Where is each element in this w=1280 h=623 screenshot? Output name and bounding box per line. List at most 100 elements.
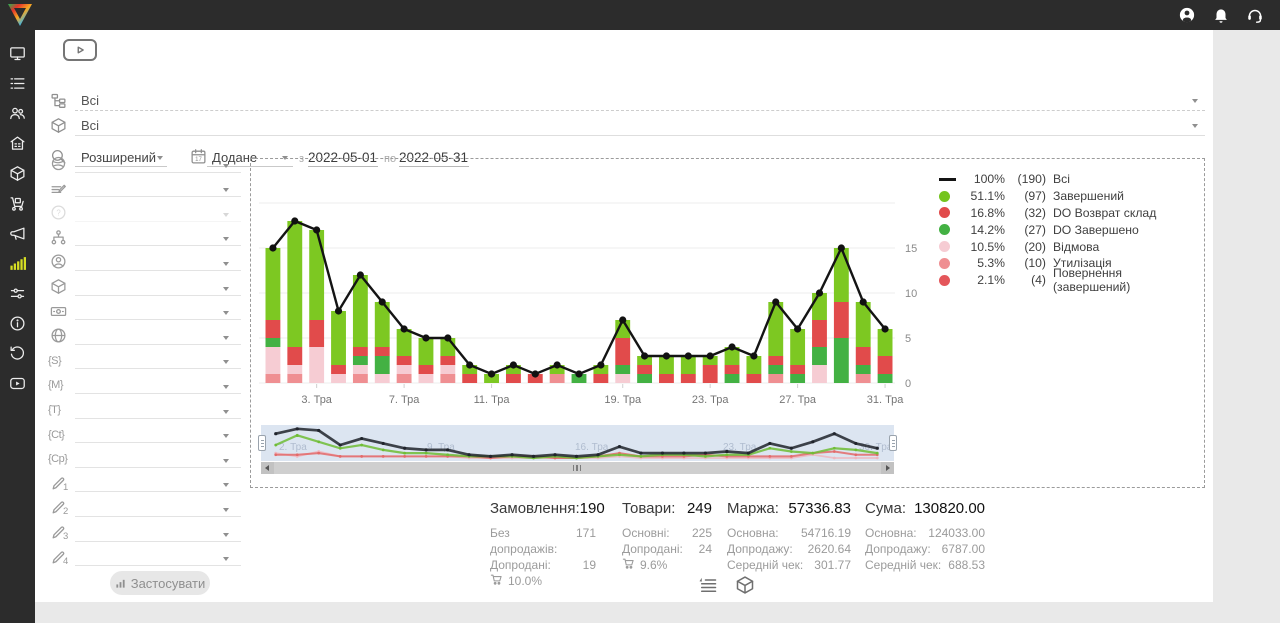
stat-column: Замовлення: 190 Без допродажів: 171 Допродан… — [490, 500, 605, 589]
legend-count: (10) — [1024, 256, 1046, 271]
stat-header: Замовлення: 190 — [490, 500, 605, 517]
legend-item[interactable]: 14.2% (27) DO Завершено — [939, 221, 1201, 238]
scrollbar-grip[interactable] — [572, 465, 581, 471]
bar-segment — [440, 356, 456, 365]
pencil-number: 3 — [63, 530, 69, 542]
svg-text:23. Тра: 23. Тра — [692, 394, 730, 406]
product-select-value[interactable]: Всі — [81, 118, 100, 133]
category-select-value[interactable]: Всі — [81, 93, 100, 108]
date-from-label: з — [299, 153, 305, 165]
app-logo-icon[interactable] — [7, 3, 33, 27]
bar-segment — [659, 356, 674, 374]
scroll-left-arrow-icon[interactable] — [261, 462, 274, 474]
legend: 100% (190) Всі 51.1% (97) Завершений 16.8% (32)… — [939, 171, 1201, 294]
bar-segment — [877, 374, 893, 383]
side-filter-select[interactable] — [75, 548, 241, 567]
navigator-scrollbar[interactable] — [261, 462, 894, 474]
stat-sub-value: 124033.00 — [928, 526, 985, 540]
side-filter-row: {S} — [35, 349, 247, 374]
bar-segment — [768, 302, 784, 356]
sidebar-item-megaphone[interactable] — [0, 218, 35, 248]
bar-segment — [418, 365, 434, 374]
side-filter-select[interactable] — [75, 302, 241, 321]
main-panel: Всі Всі Розширений 17 Додане з по ? {S} {M… — [35, 30, 1213, 602]
legend-percent: 2.1% — [977, 273, 1005, 288]
legend-item[interactable]: 10.5% (20) Відмова — [939, 238, 1201, 255]
orders-chart[interactable]: 0 5 10 15 3. Тра 7. Тра 11. Тра 19. Тра 23. Тра 2… — [259, 191, 919, 429]
side-filter-select[interactable] — [75, 524, 241, 542]
date-field-select[interactable]: Додане — [212, 150, 258, 165]
sidebar-item-history[interactable] — [0, 338, 35, 368]
side-filter-select[interactable] — [75, 228, 241, 247]
user-icon[interactable] — [1178, 6, 1196, 24]
sidebar-item-store[interactable] — [0, 128, 35, 158]
banknote-icon — [50, 303, 67, 320]
nav-zaversheny-line — [274, 433, 879, 460]
svg-text:5: 5 — [905, 333, 911, 345]
navigator-left-handle[interactable] — [258, 435, 266, 451]
products-toggle-icon[interactable] — [735, 575, 755, 595]
bar-segment — [287, 365, 303, 374]
category-select[interactable] — [75, 97, 1205, 111]
date-to-input[interactable] — [399, 148, 469, 167]
navigator-selected-range[interactable]: 2. Тра 9. Тра 16. Тра 23. Тра 30. Тра — [258, 425, 897, 461]
sidebar-item-box[interactable] — [0, 158, 35, 188]
side-filter-select[interactable] — [75, 179, 241, 198]
info-icon — [9, 315, 26, 332]
side-filter-select[interactable] — [75, 253, 241, 271]
chevron-down-icon — [223, 483, 229, 488]
side-filter-row: 4 — [35, 546, 247, 571]
side-filter-select[interactable] — [75, 351, 241, 370]
legend-item[interactable]: 51.1% (97) Завершений — [939, 188, 1201, 205]
side-filter-select[interactable] — [75, 155, 241, 173]
legend-item[interactable]: 100% (190) Всі — [939, 171, 1201, 188]
bar-segment — [462, 365, 478, 374]
headset-icon[interactable] — [1246, 6, 1264, 24]
sidebar-item-list[interactable] — [0, 68, 35, 98]
side-filter-select[interactable] — [75, 425, 241, 444]
total-line-points — [269, 217, 889, 378]
bar-segment — [615, 365, 631, 374]
stat-header: Сума: 130820.00 — [865, 500, 985, 517]
side-filter-row — [35, 275, 247, 300]
cube-icon — [50, 278, 67, 295]
video-help-button[interactable] — [63, 39, 97, 61]
sidebar-item-trolley[interactable] — [0, 188, 35, 218]
side-filter-row — [35, 226, 247, 251]
sidebar-item-info[interactable] — [0, 308, 35, 338]
sidebar-item-sliders[interactable] — [0, 278, 35, 308]
sidebar-item-monitor[interactable] — [0, 38, 35, 68]
scroll-right-arrow-icon[interactable] — [881, 462, 894, 474]
legend-item[interactable]: 2.1% (4) Повернення (завершений) — [939, 266, 1201, 294]
apply-button[interactable]: Застосувати — [110, 571, 210, 595]
side-filter-select[interactable] — [75, 204, 241, 222]
navigator-right-handle[interactable] — [889, 435, 897, 451]
legend-percent: 14.2% — [970, 222, 1005, 237]
orders-list-toggle-icon[interactable] — [698, 575, 718, 595]
side-filter-select[interactable] — [75, 327, 241, 345]
date-from-input[interactable] — [308, 148, 378, 167]
bar-segment — [440, 374, 456, 383]
side-filter-select[interactable] — [75, 278, 241, 296]
legend-item[interactable]: 16.8% (32) DO Возврат склад — [939, 205, 1201, 222]
stat-header-value: 249 — [686, 500, 712, 517]
sidebar-item-video[interactable] — [0, 368, 35, 398]
bell-icon[interactable] — [1212, 6, 1230, 24]
bar-segment — [790, 329, 806, 365]
product-select[interactable] — [75, 122, 1205, 136]
lines-pen-icon — [50, 180, 67, 197]
side-filter-select[interactable] — [75, 401, 241, 419]
stat-header-value: 130820.00 — [914, 500, 985, 517]
pencil-icon — [50, 499, 67, 516]
side-filter-select[interactable] — [75, 499, 241, 517]
search-mode-select[interactable]: Розширений — [81, 150, 156, 165]
side-filter-select[interactable] — [75, 474, 241, 493]
legend-item[interactable]: 5.3% (10) Утилізація — [939, 255, 1201, 272]
sidebar-item-chart[interactable] — [0, 248, 35, 278]
sidebar-item-users[interactable] — [0, 98, 35, 128]
side-filter-select[interactable] — [75, 376, 241, 394]
chevron-down-icon — [223, 212, 229, 217]
help-circle-icon: ? — [50, 204, 67, 221]
chevron-down-icon — [223, 532, 229, 537]
side-filter-select[interactable] — [75, 450, 241, 468]
